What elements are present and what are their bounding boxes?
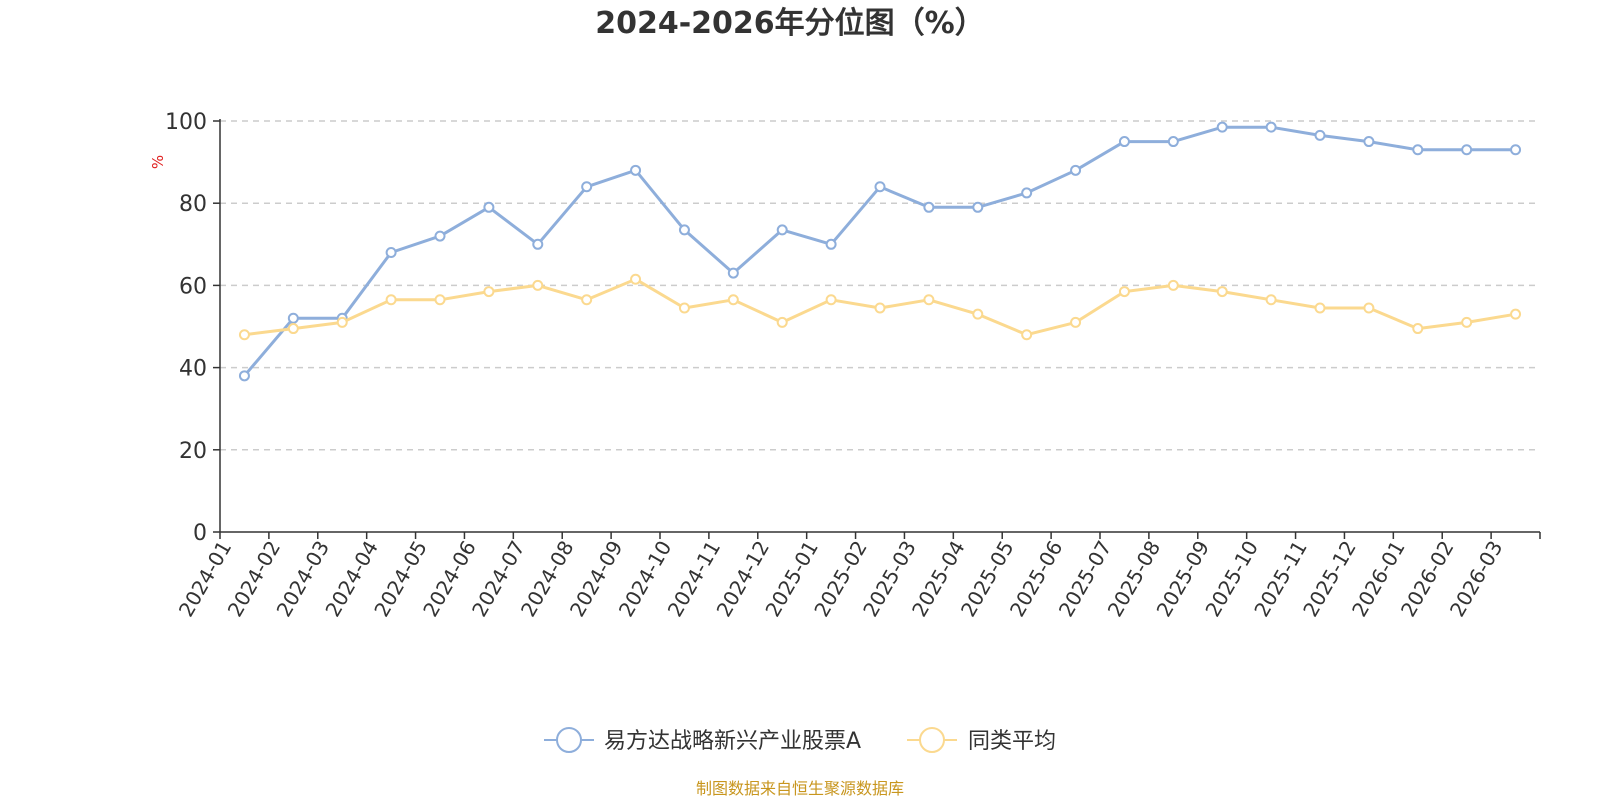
data-point xyxy=(1314,129,1326,141)
data-point xyxy=(678,302,690,314)
data-point xyxy=(581,181,593,193)
data-point xyxy=(336,316,348,328)
data-point xyxy=(1265,294,1277,306)
data-point xyxy=(874,181,886,193)
data-point xyxy=(1461,144,1473,156)
series-lines xyxy=(238,121,1522,382)
data-point xyxy=(1314,302,1326,314)
data-point xyxy=(972,201,984,213)
axes xyxy=(213,119,1541,539)
data-point xyxy=(1021,329,1033,341)
chart-title: 2024-2026年分位图（%） xyxy=(595,6,985,41)
y-tick-label-40: 40 xyxy=(179,357,207,382)
data-point xyxy=(678,224,690,236)
data-point xyxy=(1070,316,1082,328)
series-line-0 xyxy=(243,125,1516,377)
data-point xyxy=(776,224,788,236)
y-tick-label-80: 80 xyxy=(179,192,207,217)
data-point xyxy=(1412,144,1424,156)
data-point xyxy=(1118,286,1130,298)
data-point xyxy=(1070,164,1082,176)
data-point xyxy=(385,294,397,306)
data-point xyxy=(483,201,495,213)
grid-lines xyxy=(220,120,1540,451)
y-tick-label-20: 20 xyxy=(179,439,207,464)
x-tick-labels: 2024-012024-022024-032024-042024-052024-… xyxy=(174,537,1508,621)
data-point xyxy=(1510,144,1522,156)
data-point xyxy=(727,294,739,306)
data-point xyxy=(1021,187,1033,199)
legend-swatch-marker xyxy=(919,727,945,753)
data-point xyxy=(1510,308,1522,320)
data-point xyxy=(776,316,788,328)
data-point xyxy=(1216,286,1228,298)
data-point xyxy=(287,312,299,324)
y-axis-label: % xyxy=(149,155,167,169)
data-point xyxy=(630,273,642,285)
data-point xyxy=(581,294,593,306)
data-point xyxy=(287,323,299,335)
data-point xyxy=(972,308,984,320)
y-tick-label-100: 100 xyxy=(165,110,207,135)
data-point xyxy=(434,294,446,306)
data-point xyxy=(483,286,495,298)
data-point xyxy=(923,201,935,213)
data-point xyxy=(1412,323,1424,335)
data-point xyxy=(1363,302,1375,314)
data-point xyxy=(1461,316,1473,328)
data-point xyxy=(727,267,739,279)
data-point xyxy=(1216,121,1228,133)
data-point xyxy=(532,279,544,291)
data-point xyxy=(1167,279,1179,291)
legend: 易方达战略新兴产业股票A 同类平均 xyxy=(544,727,1056,754)
legend-swatch-marker xyxy=(556,727,582,753)
data-source-note: 制图数据来自恒生聚源数据库 xyxy=(696,779,904,798)
data-point xyxy=(385,247,397,259)
data-point xyxy=(825,294,837,306)
legend-label-0: 易方达战略新兴产业股票A xyxy=(604,729,861,754)
data-point xyxy=(825,238,837,250)
data-point xyxy=(1118,136,1130,148)
series-0 xyxy=(238,121,1522,382)
y-tick-label-0: 0 xyxy=(193,521,207,546)
y-tick-labels: 0 20 40 60 80 100 xyxy=(165,110,207,546)
series-1 xyxy=(238,273,1522,341)
y-tick-label-60: 60 xyxy=(179,274,207,299)
data-point xyxy=(532,238,544,250)
legend-item-0: 易方达战略新兴产业股票A xyxy=(544,727,861,754)
legend-item-1: 同类平均 xyxy=(907,727,1056,754)
data-point xyxy=(923,294,935,306)
legend-label-1: 同类平均 xyxy=(968,729,1056,754)
data-point xyxy=(434,230,446,242)
data-point xyxy=(238,370,250,382)
data-point xyxy=(238,329,250,341)
data-point xyxy=(1363,136,1375,148)
data-point xyxy=(1167,136,1179,148)
data-point xyxy=(630,164,642,176)
data-point xyxy=(874,302,886,314)
data-point xyxy=(1265,121,1277,133)
